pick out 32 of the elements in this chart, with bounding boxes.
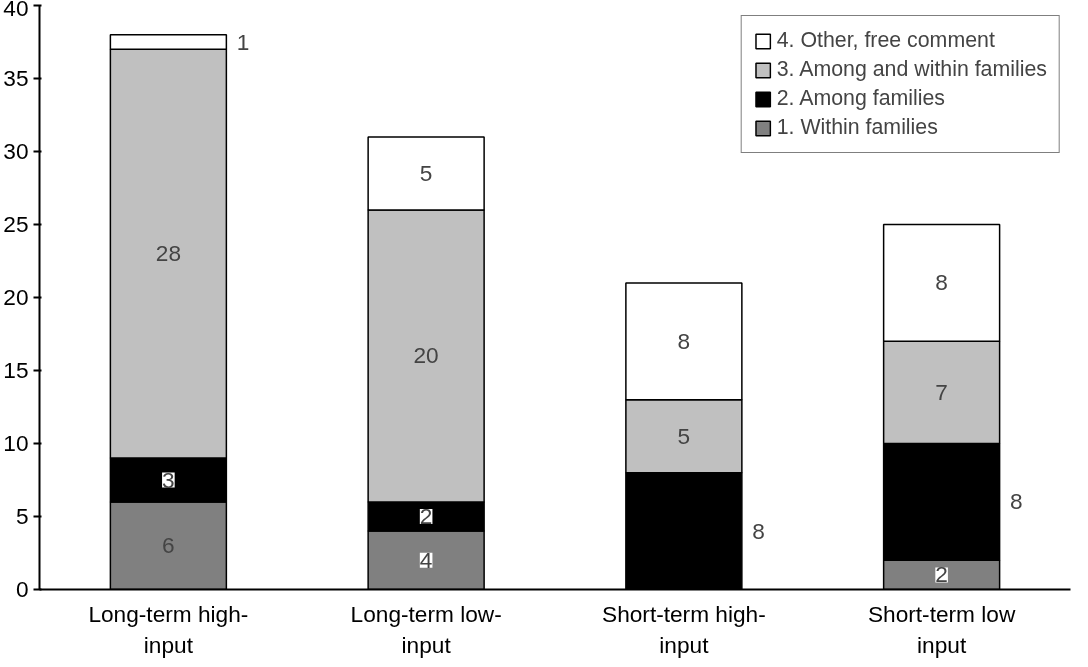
data-label: 20 — [413, 342, 439, 369]
data-label: 5 — [419, 159, 433, 186]
data-label: 5 — [677, 422, 691, 449]
y-tick-label: 15 — [3, 357, 29, 383]
x-tick-label: Short-term high-input — [602, 600, 766, 658]
data-label: 8 — [1009, 488, 1023, 515]
y-tick-label: 0 — [15, 576, 29, 602]
data-label: 8 — [935, 269, 948, 296]
y-tick-label: 20 — [3, 284, 29, 310]
y-tick-label: 35 — [3, 65, 29, 91]
legend-label: 3. Among and within families — [776, 57, 1047, 82]
y-tick-label: 30 — [3, 138, 29, 164]
y-tick-label: 25 — [3, 211, 29, 237]
legend-label: 1. Within families — [776, 115, 938, 140]
y-tick-label: 40 — [3, 0, 29, 21]
data-label: 3 — [162, 466, 175, 493]
data-label: 2 — [935, 561, 948, 588]
data-label: 8 — [677, 327, 691, 354]
x-tick-label: Long-term high-input — [88, 600, 249, 658]
data-label: 4 — [419, 546, 433, 573]
data-label: 28 — [155, 240, 181, 267]
data-label: 1 — [236, 28, 250, 55]
data-label: 7 — [935, 378, 948, 405]
x-tick-label: Short-term low input — [867, 600, 1016, 658]
legend-label: 4. Other, free comment — [776, 28, 995, 53]
x-tick-label: Long-term low-input — [350, 600, 502, 658]
legend-label: 2. Among families — [776, 86, 946, 111]
y-tick-label: 10 — [3, 430, 29, 456]
data-label: 6 — [162, 532, 175, 559]
data-label: 2 — [419, 503, 433, 529]
data-label: 8 — [752, 517, 765, 544]
y-tick-label: 5 — [15, 503, 29, 529]
